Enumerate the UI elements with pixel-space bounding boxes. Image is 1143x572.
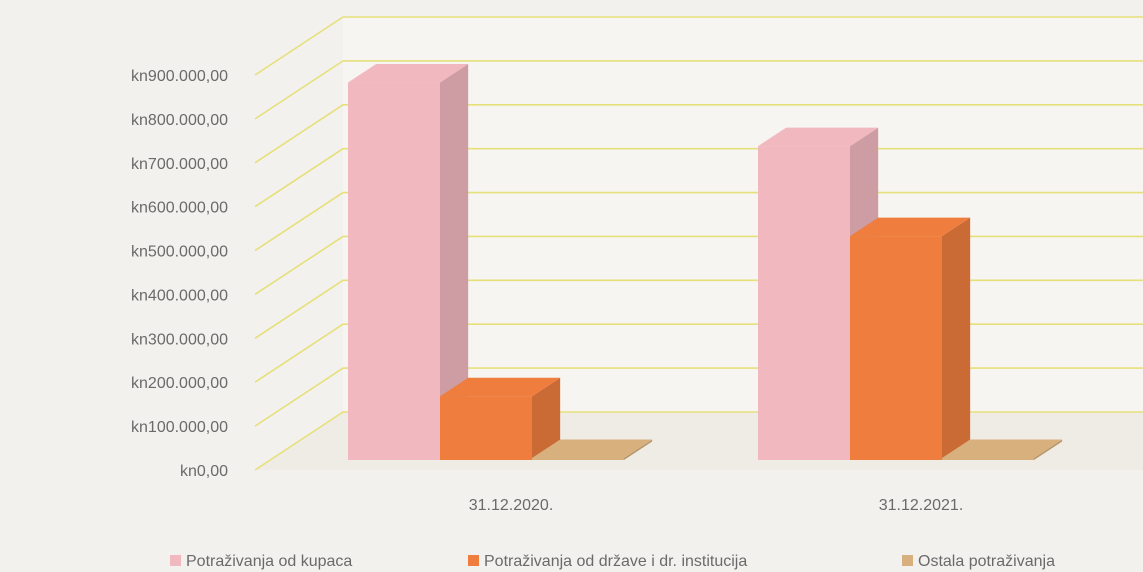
y-tick-label: kn600.000,00 bbox=[131, 200, 228, 217]
bar-front bbox=[942, 458, 1034, 460]
y-tick-label: kn900.000,00 bbox=[131, 68, 228, 85]
bar-side bbox=[440, 63, 469, 461]
bar-front bbox=[758, 146, 850, 460]
y-tick-label: kn700.000,00 bbox=[131, 156, 228, 173]
y-tick-label: kn0,00 bbox=[180, 463, 228, 480]
legend-label: Potraživanja od kupaca bbox=[186, 553, 352, 570]
gridline bbox=[254, 60, 1143, 120]
y-tick-label: kn200.000,00 bbox=[131, 375, 228, 392]
legend: Potraživanja od kupaca Potraživanja od dr… bbox=[170, 553, 1055, 570]
bars-layer bbox=[348, 63, 1063, 461]
bar bbox=[532, 439, 653, 460]
legend-item: Potraživanja od države i dr. institucija bbox=[468, 553, 747, 570]
y-axis: kn0,00 kn100.000,00 kn200.000,00 kn300.000,… bbox=[131, 68, 228, 480]
bar-top bbox=[942, 439, 1063, 458]
x-tick-label: 31.12.2021. bbox=[879, 497, 964, 514]
bar-front bbox=[532, 458, 624, 460]
bar-side bbox=[624, 439, 653, 460]
y-tick-label: kn300.000,00 bbox=[131, 331, 228, 348]
bar-top bbox=[850, 217, 971, 237]
gridline bbox=[254, 16, 1143, 76]
bar-top bbox=[348, 63, 469, 83]
y-tick-label: kn100.000,00 bbox=[131, 419, 228, 436]
bar bbox=[850, 217, 971, 460]
y-tick-label: kn400.000,00 bbox=[131, 287, 228, 304]
bar-front bbox=[850, 236, 942, 460]
bar-top bbox=[758, 127, 879, 147]
gridline bbox=[254, 103, 1143, 164]
bar bbox=[348, 63, 469, 461]
legend-item: Potraživanja od kupaca bbox=[170, 553, 352, 570]
bar-top bbox=[532, 439, 653, 458]
legend-swatch bbox=[902, 555, 913, 566]
legend-swatch bbox=[468, 555, 479, 566]
bar-side bbox=[942, 217, 971, 460]
bar-top bbox=[440, 377, 561, 397]
legend-swatch bbox=[170, 555, 181, 566]
y-tick-label: kn500.000,00 bbox=[131, 244, 228, 261]
y-tick-label: kn800.000,00 bbox=[131, 112, 228, 129]
bar-side bbox=[1034, 439, 1063, 460]
bar bbox=[942, 439, 1063, 460]
bar-side bbox=[532, 377, 561, 460]
legend-label: Potraživanja od države i dr. institucija bbox=[484, 553, 747, 570]
x-tick-label: 31.12.2020. bbox=[469, 497, 554, 514]
legend-label: Ostala potraživanja bbox=[918, 553, 1055, 570]
legend-item: Ostala potraživanja bbox=[902, 553, 1055, 570]
x-axis: 31.12.2020. 31.12.2021. bbox=[469, 497, 964, 514]
bar bbox=[440, 377, 561, 460]
bar-front bbox=[440, 396, 532, 460]
bar-front bbox=[348, 82, 440, 461]
